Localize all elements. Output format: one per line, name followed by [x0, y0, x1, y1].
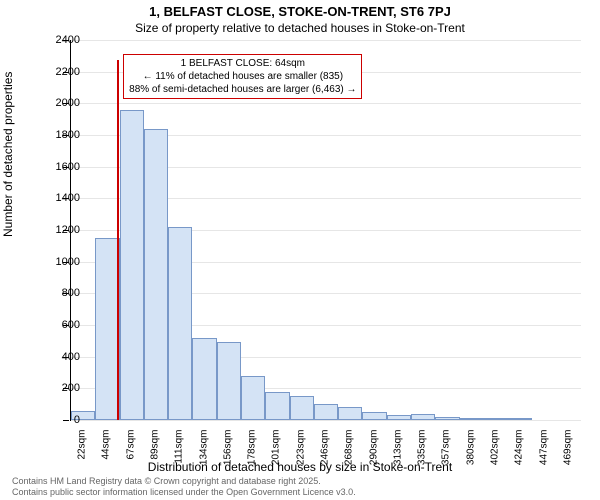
annotation-line2: ← 11% of detached houses are smaller (83… [143, 71, 343, 82]
y-tick-label: 1000 [40, 256, 80, 268]
y-tick-label: 1400 [40, 192, 80, 204]
gridline [71, 40, 581, 41]
y-tick-label: 400 [40, 351, 80, 363]
y-tick-label: 1800 [40, 129, 80, 141]
y-axis-title: Number of detached properties [1, 72, 15, 237]
annotation-line3: 88% of semi-detached houses are larger (… [129, 84, 356, 95]
gridline [71, 420, 581, 421]
histogram-bar [217, 342, 241, 420]
annotation-box: 1 BELFAST CLOSE: 64sqm ← 11% of detached … [123, 54, 362, 99]
histogram-bar [362, 412, 386, 420]
footer-text: Contains HM Land Registry data © Crown c… [12, 476, 356, 498]
histogram-bar [290, 396, 314, 420]
gridline [71, 103, 581, 104]
histogram-bar [460, 418, 484, 420]
highlight-line [117, 60, 119, 420]
y-tick-label: 1200 [40, 224, 80, 236]
y-tick-label: 2200 [40, 66, 80, 78]
y-tick-label: 600 [40, 319, 80, 331]
x-axis-title: Distribution of detached houses by size … [0, 460, 600, 474]
y-tick-label: 200 [40, 382, 80, 394]
histogram-bar [95, 238, 119, 420]
histogram-bar [120, 110, 144, 420]
chart-title-sub: Size of property relative to detached ho… [0, 21, 600, 35]
histogram-bar [314, 404, 338, 420]
histogram-bar [168, 227, 192, 420]
histogram-bar [435, 417, 459, 420]
histogram-bar [265, 392, 289, 421]
annotation-line1: 1 BELFAST CLOSE: 64sqm [181, 58, 305, 69]
y-tick-label: 1600 [40, 161, 80, 173]
histogram-bar [387, 415, 411, 420]
histogram-bar [338, 407, 362, 420]
footer-line1: Contains HM Land Registry data © Crown c… [12, 476, 321, 486]
y-tick-label: 800 [40, 287, 80, 299]
y-tick-label: 2000 [40, 97, 80, 109]
histogram-bar [241, 376, 265, 420]
histogram-bar [484, 418, 508, 420]
histogram-bar [411, 414, 435, 420]
footer-line2: Contains public sector information licen… [12, 487, 356, 497]
histogram-bar [144, 129, 168, 420]
y-tick-label: 0 [40, 414, 80, 426]
chart-container: 1, BELFAST CLOSE, STOKE-ON-TRENT, ST6 7P… [0, 0, 600, 500]
chart-title-main: 1, BELFAST CLOSE, STOKE-ON-TRENT, ST6 7P… [0, 4, 600, 19]
histogram-bar [508, 418, 532, 420]
plot-area: 1 BELFAST CLOSE: 64sqm ← 11% of detached … [70, 40, 581, 421]
histogram-bar [192, 338, 216, 420]
y-tick-label: 2400 [40, 34, 80, 46]
